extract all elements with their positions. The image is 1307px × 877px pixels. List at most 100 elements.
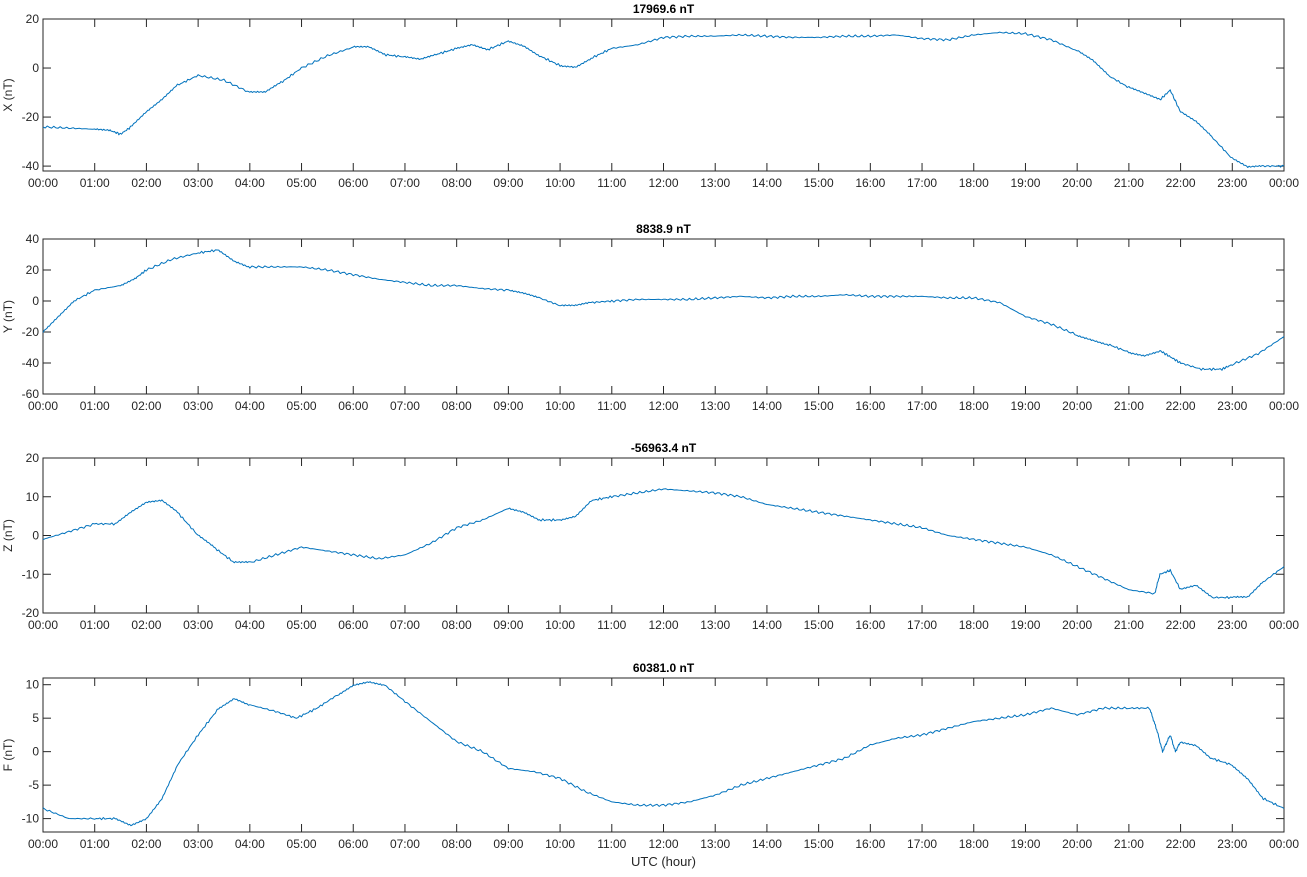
x-tick-label: 10:00 bbox=[545, 399, 575, 413]
x-tick-label: 18:00 bbox=[959, 399, 989, 413]
x-tick-label: 15:00 bbox=[804, 399, 834, 413]
y-tick-label: 0 bbox=[32, 745, 39, 759]
x-tick-label: 09:00 bbox=[493, 176, 523, 190]
x-tick-label: 12:00 bbox=[648, 399, 678, 413]
x-tick-label: 12:00 bbox=[648, 176, 678, 190]
x-tick-label: 16:00 bbox=[855, 176, 885, 190]
x-tick-label: 03:00 bbox=[183, 837, 213, 851]
x-tick-label: 17:00 bbox=[907, 618, 937, 632]
x-tick-label: 09:00 bbox=[493, 399, 523, 413]
x-tick-label: 07:00 bbox=[390, 618, 420, 632]
x-tick-label: 00:00 bbox=[28, 176, 58, 190]
y-tick-label: -20 bbox=[22, 325, 40, 339]
y-tick-label: 0 bbox=[32, 529, 39, 543]
y-tick-label: -60 bbox=[22, 387, 40, 401]
x-tick-label: 20:00 bbox=[1062, 399, 1092, 413]
x-tick-label: 07:00 bbox=[390, 837, 420, 851]
y-tick-label: 5 bbox=[32, 711, 39, 725]
x-tick-label: 04:00 bbox=[235, 837, 265, 851]
subplot-title: 17969.6 nT bbox=[633, 2, 695, 16]
x-axis-label: UTC (hour) bbox=[631, 854, 696, 869]
x-tick-label: 19:00 bbox=[1010, 837, 1040, 851]
y-tick-label: 20 bbox=[26, 451, 40, 465]
x-tick-label: 02:00 bbox=[131, 176, 161, 190]
axes-box bbox=[42, 677, 1285, 833]
y-tick-label: -40 bbox=[22, 159, 40, 173]
subplot-title: 60381.0 nT bbox=[633, 661, 695, 675]
x-tick-label: 20:00 bbox=[1062, 618, 1092, 632]
x-tick-label: 02:00 bbox=[131, 399, 161, 413]
x-tick-label: 20:00 bbox=[1062, 176, 1092, 190]
x-tick-label: 22:00 bbox=[1166, 176, 1196, 190]
subplot-title: -56963.4 nT bbox=[631, 441, 697, 455]
y-tick-label: 20 bbox=[26, 263, 40, 277]
axes-box bbox=[42, 18, 1285, 172]
x-tick-label: 15:00 bbox=[804, 176, 834, 190]
x-tick-label: 00:00 bbox=[28, 618, 58, 632]
x-tick-label: 04:00 bbox=[235, 618, 265, 632]
x-tick-label: 20:00 bbox=[1062, 837, 1092, 851]
x-tick-label: 14:00 bbox=[752, 176, 782, 190]
x-tick-label: 06:00 bbox=[338, 837, 368, 851]
axes-box bbox=[42, 457, 1285, 614]
x-tick-label: 05:00 bbox=[287, 176, 317, 190]
x-tick-label: 11:00 bbox=[597, 399, 626, 413]
y-tick-label: 0 bbox=[32, 61, 39, 75]
x-tick-label: 07:00 bbox=[390, 176, 420, 190]
x-tick-label: 10:00 bbox=[545, 618, 575, 632]
x-tick-label: 19:00 bbox=[1010, 618, 1040, 632]
x-tick-label: 05:00 bbox=[287, 837, 317, 851]
x-tick-label: 02:00 bbox=[131, 837, 161, 851]
x-tick-label: 11:00 bbox=[597, 618, 626, 632]
x-tick-label: 03:00 bbox=[183, 176, 213, 190]
subplot-title: 8838.9 nT bbox=[636, 222, 691, 236]
y-tick-label: -20 bbox=[22, 110, 40, 124]
x-tick-label: 04:00 bbox=[235, 399, 265, 413]
x-tick-label: 21:00 bbox=[1114, 176, 1144, 190]
x-tick-label: 04:00 bbox=[235, 176, 265, 190]
series-line-1 bbox=[42, 31, 1285, 168]
x-tick-label: 01:00 bbox=[80, 837, 110, 851]
x-tick-label: 06:00 bbox=[338, 399, 368, 413]
y-axis-label: Z (nT) bbox=[1, 519, 15, 552]
x-tick-label: 23:00 bbox=[1217, 837, 1247, 851]
y-tick-label: -20 bbox=[22, 606, 40, 620]
x-tick-label: 00:00 bbox=[28, 399, 58, 413]
x-tick-label: 13:00 bbox=[700, 176, 730, 190]
x-tick-label: 22:00 bbox=[1166, 399, 1196, 413]
y-tick-label: 40 bbox=[26, 232, 40, 246]
x-tick-label: 07:00 bbox=[390, 399, 420, 413]
x-tick-label: 08:00 bbox=[442, 618, 472, 632]
x-tick-label: 12:00 bbox=[648, 837, 678, 851]
subplot-3: -56963.4 nT 00:00 01:00 02:00 03:00 04:00 05:0… bbox=[1, 441, 1299, 632]
x-tick-label: 19:00 bbox=[1010, 176, 1040, 190]
y-tick-label: -5 bbox=[28, 778, 39, 792]
x-tick-label: 11:00 bbox=[597, 837, 626, 851]
axes-box bbox=[42, 238, 1285, 395]
x-tick-label: 23:00 bbox=[1217, 176, 1247, 190]
y-tick-label: -10 bbox=[22, 567, 40, 581]
x-tick-label: 06:00 bbox=[338, 618, 368, 632]
x-tick-label: 03:00 bbox=[183, 399, 213, 413]
x-tick-label: 17:00 bbox=[907, 176, 937, 190]
x-tick-label: 00:00 bbox=[1269, 837, 1299, 851]
x-tick-label: 08:00 bbox=[442, 399, 472, 413]
y-tick-label: 20 bbox=[26, 12, 40, 26]
x-tick-label: 10:00 bbox=[545, 176, 575, 190]
x-tick-label: 13:00 bbox=[700, 837, 730, 851]
x-tick-label: 02:00 bbox=[131, 618, 161, 632]
x-tick-label: 09:00 bbox=[493, 618, 523, 632]
x-tick-label: 23:00 bbox=[1217, 399, 1247, 413]
x-tick-label: 21:00 bbox=[1114, 837, 1144, 851]
x-tick-label: 00:00 bbox=[1269, 618, 1299, 632]
subplot-4: 60381.0 nT 00:00 01:00 02:00 03:00 04:00 05:00… bbox=[1, 661, 1299, 869]
x-tick-label: 06:00 bbox=[338, 176, 368, 190]
x-tick-label: 14:00 bbox=[752, 837, 782, 851]
x-tick-label: 23:00 bbox=[1217, 618, 1247, 632]
y-tick-label: 10 bbox=[26, 678, 40, 692]
x-tick-label: 01:00 bbox=[80, 618, 110, 632]
y-tick-label: -40 bbox=[22, 356, 40, 370]
series-line-1 bbox=[42, 488, 1285, 599]
x-tick-label: 16:00 bbox=[855, 837, 885, 851]
